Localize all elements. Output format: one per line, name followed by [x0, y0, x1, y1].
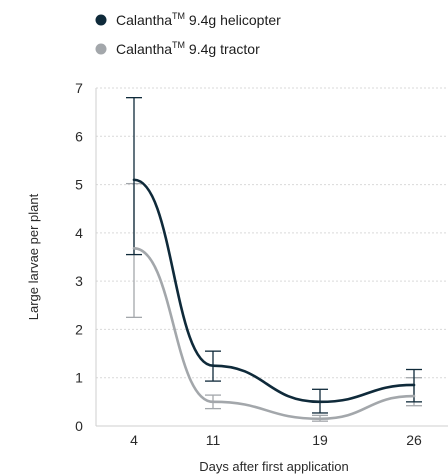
gridlines — [96, 87, 448, 379]
legend-swatch-tractor — [95, 43, 107, 55]
error-bars — [126, 97, 422, 422]
legend-item-helicopter: CalanthaTM 9.4g helicopter — [95, 11, 281, 28]
y-tick-label-0: 0 — [75, 418, 83, 434]
axes — [95, 88, 448, 427]
legend-label-tractor: CalanthaTM 9.4g tractor — [116, 40, 260, 57]
legend-label-helicopter: CalanthaTM 9.4g helicopter — [116, 11, 281, 28]
x-tick-label-11: 11 — [206, 432, 221, 448]
series-line-tractor — [132, 247, 416, 421]
legend-item-tractor: CalanthaTM 9.4g tractor — [95, 40, 260, 57]
y-tick-label-2: 2 — [75, 321, 83, 337]
series-lines — [132, 178, 416, 421]
y-tick-label-6: 6 — [75, 128, 83, 144]
x-tick-label-19: 19 — [312, 432, 328, 448]
series-line-helicopter — [132, 178, 416, 404]
y-tick-label-7: 7 — [75, 80, 83, 96]
x-tick-label-4: 4 — [130, 432, 138, 448]
y-tick-label-4: 4 — [75, 225, 83, 241]
legend-swatch-helicopter — [95, 14, 107, 26]
x-axis-label: Days after first application — [199, 459, 349, 474]
x-tick-labels: 4 11 19 26 — [130, 432, 422, 448]
legend: CalanthaTM 9.4g helicopter CalanthaTM 9.… — [95, 11, 281, 57]
y-tick-label-1: 1 — [75, 370, 83, 386]
y-tick-label-3: 3 — [75, 273, 83, 289]
y-axis-label: Large larvae per plant — [26, 193, 41, 320]
error-bar-0-0 — [126, 97, 142, 256]
y-tick-labels: 0 1 2 3 4 5 6 7 — [75, 80, 83, 434]
y-tick-label-5: 5 — [75, 177, 83, 193]
x-tick-label-26: 26 — [406, 432, 422, 448]
